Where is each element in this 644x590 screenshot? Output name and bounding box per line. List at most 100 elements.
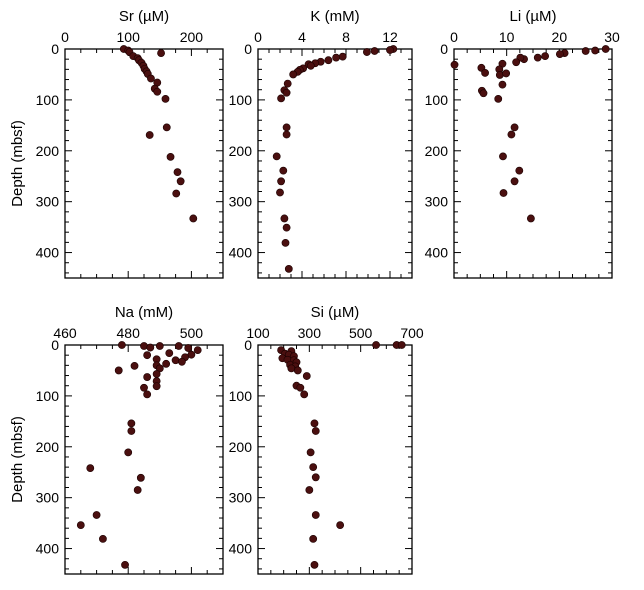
data-point: [165, 349, 174, 358]
data-point: [510, 177, 519, 186]
plot-frame-1: [257, 48, 413, 279]
data-point: [591, 46, 600, 55]
data-point: [171, 356, 180, 365]
data-point: [296, 383, 305, 392]
x-tick-label: 8: [342, 29, 350, 45]
data-point: [145, 131, 154, 139]
data-point: [172, 189, 181, 198]
data-point: [92, 511, 101, 519]
x-tick-label: 100: [117, 29, 141, 45]
data-point: [272, 152, 281, 161]
y-tick-label: 100: [36, 92, 60, 108]
y-tick-label: 300: [36, 194, 60, 210]
data-point: [309, 463, 318, 472]
data-point: [499, 189, 508, 197]
data-point: [284, 264, 293, 273]
data-point: [127, 427, 136, 435]
data-point: [189, 214, 198, 223]
x-tick-label: 700: [400, 325, 424, 341]
data-point: [302, 372, 311, 380]
data-point: [601, 45, 610, 53]
y-tick-label: 300: [36, 490, 60, 506]
data-point: [146, 343, 155, 352]
panel-title-2: Li (µM): [510, 8, 557, 25]
data-point: [153, 87, 162, 96]
data-point: [162, 123, 171, 132]
y-tick-label: 0: [51, 337, 59, 353]
data-point: [76, 521, 85, 530]
data-point: [99, 534, 107, 543]
data-point: [300, 390, 309, 399]
data-point: [495, 71, 504, 79]
y-axis-label: Depth (mbsf): [9, 416, 26, 503]
data-point: [114, 366, 123, 375]
data-point: [157, 49, 165, 57]
y-tick-label: 400: [36, 245, 60, 261]
data-point: [370, 47, 379, 55]
data-point: [152, 382, 161, 391]
plot-frame-3: [64, 344, 224, 575]
y-tick-label: 100: [425, 92, 449, 108]
data-point: [136, 473, 145, 482]
data-point: [338, 52, 347, 61]
data-point: [176, 177, 185, 186]
plot-frame-4: [257, 344, 413, 575]
data-point: [499, 152, 507, 161]
y-tick-label: 400: [36, 541, 60, 557]
y-tick-label: 100: [229, 388, 253, 404]
data-point: [555, 50, 564, 58]
plot-frame-2: [453, 48, 613, 279]
panel-title-1: K (mM): [310, 8, 359, 25]
data-point: [306, 448, 315, 457]
data-point: [397, 341, 406, 349]
y-tick-label: 200: [229, 439, 253, 455]
y-tick-label: 0: [244, 337, 252, 353]
plot-frame-0: [64, 48, 224, 279]
data-point: [282, 88, 291, 97]
data-point: [193, 346, 202, 354]
data-point: [143, 351, 152, 360]
data-point: [184, 344, 193, 352]
data-point: [332, 53, 340, 62]
data-point: [147, 74, 155, 83]
data-point: [133, 486, 142, 494]
data-point: [479, 89, 488, 98]
y-tick-label: 400: [229, 245, 253, 261]
x-tick-label: 4: [298, 29, 306, 45]
data-point: [155, 342, 164, 350]
data-point: [280, 214, 289, 223]
y-tick-label: 0: [244, 41, 252, 57]
data-point: [152, 370, 161, 378]
data-point: [130, 361, 139, 370]
data-point: [309, 534, 318, 543]
y-axis-label: Depth (mbsf): [9, 120, 26, 207]
data-point: [282, 123, 291, 132]
data-point: [173, 168, 182, 177]
x-tick-label: 0: [254, 29, 262, 45]
y-tick-label: 200: [229, 143, 253, 159]
panel-title-0: Sr (µM): [119, 8, 169, 25]
x-tick-label: 500: [349, 325, 373, 341]
data-point: [124, 448, 133, 457]
data-point: [362, 48, 371, 56]
y-tick-label: 200: [36, 439, 60, 455]
data-point: [161, 94, 170, 103]
data-point: [143, 373, 152, 381]
data-point: [178, 357, 186, 366]
data-point: [311, 427, 320, 435]
data-point: [510, 123, 519, 132]
data-point: [310, 419, 319, 428]
data-point: [293, 366, 302, 375]
data-point: [277, 94, 285, 103]
data-point: [386, 46, 394, 54]
x-tick-label: 300: [298, 325, 322, 341]
y-tick-label: 0: [51, 41, 59, 57]
data-point: [140, 383, 148, 392]
y-tick-label: 300: [229, 490, 253, 506]
data-point: [279, 166, 288, 175]
data-point: [526, 214, 535, 223]
y-tick-label: 400: [425, 245, 449, 261]
data-point: [276, 188, 284, 197]
y-tick-label: 200: [425, 143, 449, 159]
x-tick-label: 10: [499, 29, 515, 45]
